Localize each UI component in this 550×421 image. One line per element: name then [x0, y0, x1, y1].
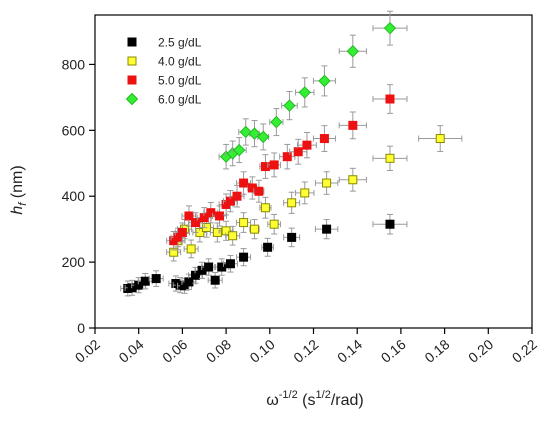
data-point [212, 227, 222, 237]
error-bar [267, 213, 282, 235]
data-point [215, 211, 225, 221]
data-point [383, 21, 397, 35]
data-point [435, 134, 445, 144]
legend-item: 6.0 g/dL [125, 92, 202, 107]
data-point [300, 188, 310, 198]
x-tick-label: 0.06 [159, 336, 190, 366]
y-tick-label: 600 [62, 122, 86, 138]
legend-marker [127, 37, 137, 47]
legend-item: 4.0 g/dL [127, 55, 202, 69]
y-axis-title-unit: (nm) [9, 165, 26, 202]
data-point [186, 244, 196, 254]
series-5-0-g-dl [166, 84, 408, 251]
legend-label: 6.0 g/dL [158, 93, 202, 107]
data-point [287, 232, 297, 242]
data-point [298, 86, 311, 99]
y-tick-label: 800 [62, 56, 86, 72]
data-point [239, 125, 252, 139]
data-point [260, 162, 270, 172]
y-axis: 0 200 400 600 800 [62, 56, 95, 336]
x-tick-label: 0.14 [334, 336, 365, 366]
y-axis-title-sub: f [17, 202, 29, 206]
data-point [239, 252, 249, 262]
data-point [239, 178, 249, 188]
y-tick-label: 200 [62, 254, 86, 270]
legend-marker [127, 56, 137, 66]
data-point [283, 99, 296, 112]
legend-label: 4.0 g/dL [158, 55, 202, 69]
data-point [217, 262, 227, 272]
data-point [210, 275, 220, 285]
x-axis-title-exp: -1/2 [279, 389, 298, 401]
legend-marker [127, 75, 137, 85]
legend-item: 5.0 g/dL [127, 74, 202, 88]
legend-marker [125, 92, 139, 106]
series-6-0-g-dl [218, 10, 408, 170]
data-point [232, 191, 242, 201]
data-point [233, 143, 246, 157]
data-point [228, 231, 238, 241]
x-tick-label: 0.10 [247, 336, 278, 366]
data-point [293, 147, 303, 157]
data-point [250, 224, 260, 234]
y-tick-label: 400 [62, 188, 86, 204]
data-point [385, 153, 395, 163]
data-point [302, 140, 312, 150]
legend: 2.5 g/dL 4.0 g/dL 5.0 g/dL 6.0 g/dL [125, 36, 202, 107]
series-4-0-g-dl [166, 125, 463, 262]
legend-label: 2.5 g/dL [158, 36, 202, 50]
data-point [263, 242, 273, 252]
x-axis-title: ω-1/2 (s1/2/rad) [266, 389, 363, 409]
data-point [282, 152, 292, 162]
data-point [322, 224, 332, 234]
data-point [191, 218, 201, 228]
x-axis-title-base: ω [266, 392, 279, 409]
series-2-5-g-dl [120, 213, 408, 297]
data-point [270, 115, 283, 129]
data-point [206, 208, 216, 218]
x-tick-label: 0.12 [290, 336, 321, 366]
data-point [204, 262, 214, 272]
y-tick-label: 0 [77, 320, 85, 336]
x-axis-title-close: /rad) [331, 392, 364, 409]
y-axis-title-base: h [9, 206, 26, 215]
data-point [151, 274, 161, 284]
x-axis: 0.02 0.04 0.06 0.08 0.10 0.12 0.14 0.16 0.18 0.20… [72, 328, 540, 366]
x-tick-label: 0.04 [115, 336, 146, 366]
data-point [287, 198, 297, 208]
data-point [319, 134, 329, 144]
x-axis-title-unit-exp: 1/2 [316, 389, 331, 401]
data-point [269, 160, 279, 170]
data-point [225, 259, 235, 269]
x-tick-label: 0.20 [465, 336, 496, 366]
x-tick-label: 0.22 [509, 336, 540, 366]
data-point [248, 127, 261, 140]
x-tick-label: 0.08 [203, 336, 234, 366]
x-tick-label: 0.02 [72, 336, 103, 366]
data-point [239, 218, 249, 228]
data-point [385, 219, 395, 229]
data-point [318, 74, 331, 88]
data-points [120, 10, 463, 297]
legend-item: 2.5 g/dL [127, 36, 202, 50]
data-point [346, 45, 360, 58]
data-point [257, 130, 270, 144]
data-point [348, 175, 358, 185]
data-point [322, 178, 332, 188]
data-point [269, 219, 279, 229]
x-tick-label: 0.18 [421, 336, 452, 366]
data-point [140, 276, 150, 286]
data-point [348, 120, 358, 130]
data-point [177, 227, 187, 237]
data-point [260, 203, 270, 213]
data-point [254, 186, 264, 196]
y-axis-title: hf (nm) [9, 165, 29, 214]
x-tick-label: 0.16 [378, 336, 409, 366]
data-point [385, 94, 395, 104]
legend-label: 5.0 g/dL [158, 74, 202, 88]
x-axis-title-open: (s [298, 392, 316, 409]
